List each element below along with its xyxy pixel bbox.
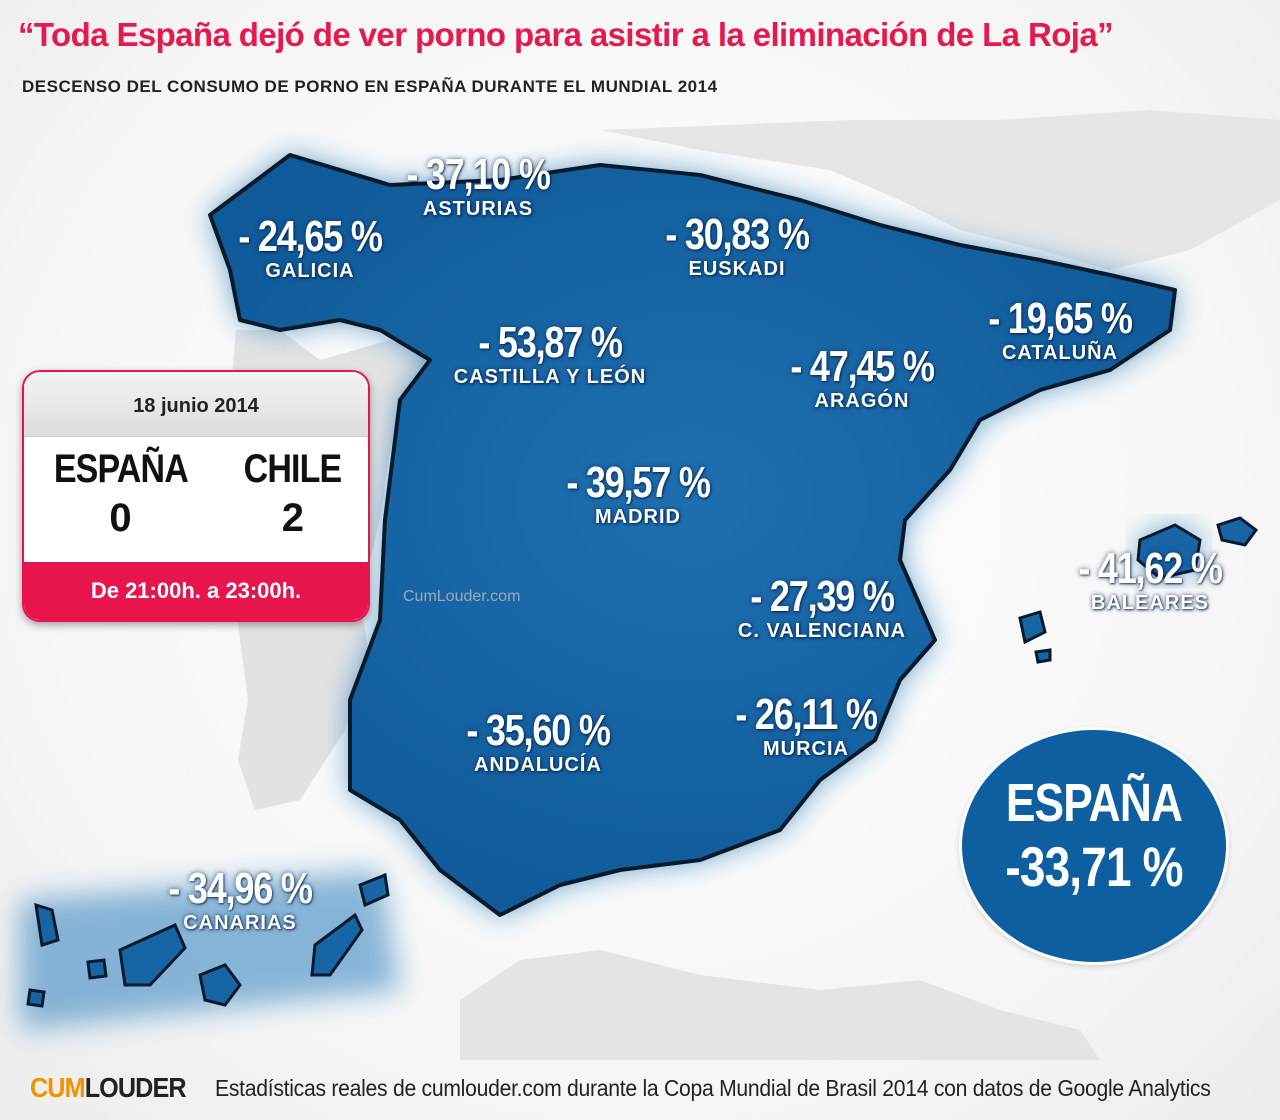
region-value: - 37,10 % [406, 150, 551, 199]
region-name: GALICIA [265, 260, 355, 282]
region-name: ASTURIAS [422, 198, 534, 220]
team-home-name: ESPAÑA [53, 447, 188, 491]
region-value: - 27,39 % [750, 572, 895, 621]
region-aragon: - 47,45 % ARAGÓN [742, 342, 982, 413]
region-name: MADRID [595, 506, 681, 528]
region-cataluna: - 19,65 % CATALUÑA [940, 294, 1180, 365]
region-name: CANARIAS [183, 912, 297, 934]
watermark: CumLouder.com [403, 588, 521, 605]
region-value: - 35,60 % [466, 706, 611, 755]
team-away-score: 2 [281, 496, 304, 540]
region-name: MURCIA [763, 738, 849, 760]
region-value: - 41,62 % [1078, 544, 1223, 593]
match-date: 18 junio 2014 [24, 372, 368, 437]
region-name: CATALUÑA [1001, 342, 1119, 364]
team-home-score: 0 [109, 496, 132, 540]
region-andalucia: - 35,60 % ANDALUCÍA [418, 706, 658, 777]
africa-shape [460, 950, 1100, 1060]
region-value: - 24,65 % [238, 212, 383, 261]
region-murcia: - 26,11 % MURCIA [686, 690, 926, 761]
footer-text: Estadísticas reales de cumlouder.com dur… [215, 1074, 1211, 1101]
total-badge: ESPAÑA -33,71 % [962, 730, 1226, 962]
region-valenciana: - 27,39 % C. VALENCIANA [702, 572, 942, 643]
france-shape [600, 110, 1280, 270]
team-away: CHILE 2 [235, 447, 350, 571]
canarias-islands [20, 870, 400, 1030]
region-value: - 30,83 % [665, 210, 810, 259]
region-euskadi: - 30,83 % EUSKADI [617, 210, 857, 281]
baleares-islands [1018, 516, 1259, 664]
total-value: -33,71 % [1005, 835, 1183, 898]
match-teams: ESPAÑA 0 CHILE 2 [24, 437, 368, 571]
total-label: ESPAÑA [1005, 773, 1183, 833]
region-castilla-y-leon: - 53,87 % CASTILLA Y LEÓN [430, 318, 670, 389]
logo-part2: LOUDER [84, 1072, 187, 1103]
cumlouder-logo: CUMLOUDER [30, 1072, 187, 1104]
region-value: - 19,65 % [988, 294, 1133, 343]
team-away-name: CHILE [243, 447, 343, 491]
footer: CUMLOUDER Estadísticas reales de cumloud… [30, 1072, 1280, 1104]
region-name: EUSKADI [688, 258, 786, 280]
region-name: C. VALENCIANA [737, 620, 907, 642]
match-time: De 21:00h. a 23:00h. [24, 562, 368, 620]
region-asturias: - 37,10 % ASTURIAS [358, 150, 598, 221]
region-value: - 53,87 % [478, 318, 623, 367]
region-value: - 39,57 % [566, 458, 711, 507]
mainland-shape [208, 153, 1177, 917]
match-scorebox: 18 junio 2014 ESPAÑA 0 CHILE 2 De 21:00h… [22, 370, 370, 622]
region-baleares: - 41,62 % BALEARES [1030, 544, 1270, 615]
page-subtitle: DESCENSO DEL CONSUMO DE PORNO EN ESPAÑA … [22, 77, 718, 96]
region-canarias: - 34,96 % CANARIAS [120, 864, 360, 935]
region-value: - 26,11 % [735, 690, 878, 739]
team-home: ESPAÑA 0 [42, 447, 200, 571]
region-name: ARAGÓN [814, 390, 910, 412]
region-value: - 34,96 % [168, 864, 313, 913]
page-title: “Toda España dejó de ver porno para asis… [18, 16, 1114, 53]
region-galicia: - 24,65 % GALICIA [190, 212, 430, 283]
region-name: ANDALUCÍA [474, 754, 602, 776]
region-name: CASTILLA Y LEÓN [453, 366, 647, 388]
region-value: - 47,45 % [790, 342, 935, 391]
region-madrid: - 39,57 % MADRID [518, 458, 758, 529]
region-name: BALEARES [1090, 592, 1209, 614]
logo-part1: CUM [30, 1072, 86, 1103]
